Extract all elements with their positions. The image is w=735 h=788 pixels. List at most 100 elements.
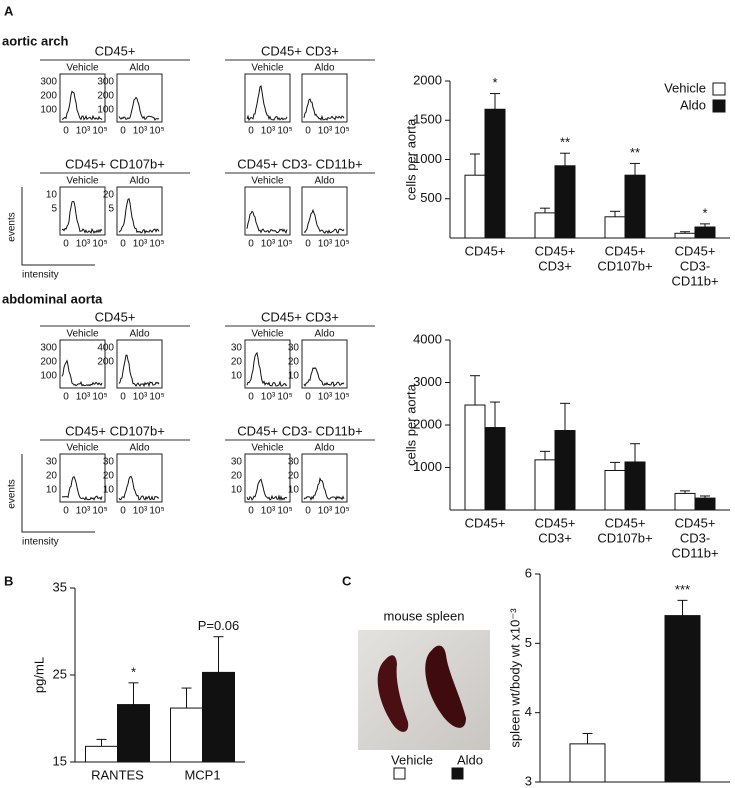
bar: [554, 165, 576, 239]
histogram-trace: [61, 200, 103, 234]
legend-swatch: [393, 767, 406, 780]
histogram-frame: [244, 73, 291, 123]
histogram-x-tick: 10⁵: [149, 506, 164, 517]
histogram-trace: [246, 85, 288, 122]
histogram-y-tick: 30: [103, 457, 115, 468]
bar: [674, 492, 696, 511]
histogram-y-tick: 20: [103, 190, 115, 201]
histogram-x-tick: 0: [120, 126, 126, 137]
x-tick-label: CD3-: [680, 258, 710, 273]
histogram-y-tick: 5: [51, 204, 57, 215]
histogram-x-tick: 10³: [133, 506, 148, 517]
legend-label: Aldo: [680, 97, 706, 112]
histogram-x-tick: 0: [63, 239, 69, 250]
histogram-x-tick: 0: [248, 239, 254, 250]
histogram-trace: [246, 351, 288, 387]
y-tick-label: 15: [53, 753, 67, 768]
histogram-x-tick: 10⁵: [277, 239, 292, 250]
bar: [624, 461, 646, 511]
significance-label: ***: [675, 582, 690, 597]
histogram-x-tick: 10⁵: [334, 392, 349, 403]
y-tick-label: 500: [420, 190, 442, 205]
histogram-y-tick: 20: [46, 471, 58, 482]
group-title: CD45+: [95, 309, 136, 324]
histogram-trace: [61, 359, 103, 387]
panel-label: Vehicle: [251, 176, 284, 187]
histogram-x-tick: 10⁵: [92, 239, 107, 250]
bar: [464, 404, 486, 511]
bar: [484, 108, 506, 239]
y-tick-label: 5: [525, 635, 532, 650]
significance-label: P=0.06: [198, 618, 240, 633]
histogram-frame: [116, 453, 163, 503]
histogram-x-tick: 0: [248, 126, 254, 137]
histogram-x-tick: 0: [63, 126, 69, 137]
x-tick-label: CD45+: [675, 515, 716, 530]
histogram-trace: [118, 96, 160, 121]
panel-label: Aldo: [314, 63, 334, 74]
panel-label: Aldo: [129, 329, 149, 340]
bar: [664, 615, 701, 783]
y-tick-label: 1000: [413, 459, 442, 474]
section-title: aortic arch: [2, 33, 69, 48]
histogram-y-tick: 400: [97, 343, 114, 354]
bar: [604, 469, 626, 511]
histogram-x-tick: 0: [305, 506, 311, 517]
axis-cartoon-x: intensity: [22, 270, 59, 281]
histogram-x-tick: 10⁵: [334, 506, 349, 517]
x-tick-label: CD45+: [605, 243, 646, 258]
histogram-x-tick: 10³: [261, 392, 276, 403]
histogram-x-tick: 10³: [318, 392, 333, 403]
panel-label: Aldo: [314, 443, 334, 454]
histogram-y-tick: 20: [103, 471, 115, 482]
histogram-x-tick: 10³: [261, 506, 276, 517]
y-tick-label: 2000: [413, 72, 442, 87]
histogram-x-tick: 10³: [133, 392, 148, 403]
bar: [694, 497, 716, 511]
y-tick-label: 6: [525, 565, 532, 580]
significance-label: *: [131, 664, 136, 679]
histogram-frame: [116, 186, 163, 236]
histogram-y-tick: 30: [288, 343, 300, 354]
histogram-frame: [59, 453, 106, 503]
x-tick-label: CD45+: [535, 515, 576, 530]
x-tick-label: CD11b+: [671, 545, 718, 560]
histogram-x-tick: 10⁵: [92, 392, 107, 403]
legend-label: Aldo: [457, 752, 483, 767]
legend-swatch: [712, 99, 726, 113]
bar: [534, 459, 556, 511]
histogram-frame: [301, 186, 348, 236]
histogram-x-tick: 0: [305, 126, 311, 137]
histogram-frame: [244, 186, 291, 236]
y-tick-label: 35: [53, 579, 67, 594]
histogram-y-tick: 10: [288, 371, 300, 382]
histogram-x-tick: 10⁵: [277, 126, 292, 137]
histogram-x-tick: 0: [63, 506, 69, 517]
x-tick-label: CD45+: [465, 515, 506, 530]
histogram-x-tick: 10⁵: [334, 239, 349, 250]
photo-title: mouse spleen: [384, 608, 465, 623]
histogram-y-tick: 30: [231, 457, 243, 468]
histogram-x-tick: 10⁵: [149, 239, 164, 250]
histogram-y-tick: 10: [288, 485, 300, 496]
bar: [694, 226, 716, 239]
axis-cartoon-x: intensity: [22, 537, 59, 548]
y-tick-label: 1500: [413, 112, 442, 127]
spleen-aldo: [425, 645, 466, 728]
histogram-trace: [118, 198, 160, 235]
histogram-trace: [246, 210, 288, 234]
histogram-frame: [59, 73, 106, 123]
histogram-x-tick: 10⁵: [92, 506, 107, 517]
histogram-x-tick: 10³: [133, 126, 148, 137]
histogram-x-tick: 0: [120, 392, 126, 403]
x-tick-label: CD3+: [538, 258, 572, 273]
histogram-y-tick: 300: [40, 77, 57, 88]
panel-label: Aldo: [129, 63, 149, 74]
histogram-y-tick: 20: [231, 471, 243, 482]
x-tick-label: CD107b+: [597, 530, 652, 545]
significance-label: **: [630, 145, 640, 160]
histogram-y-tick: 10: [103, 485, 115, 496]
axis-cartoon-y: events: [7, 212, 18, 241]
bar: [484, 427, 506, 511]
axis-cartoon: [21, 187, 95, 266]
